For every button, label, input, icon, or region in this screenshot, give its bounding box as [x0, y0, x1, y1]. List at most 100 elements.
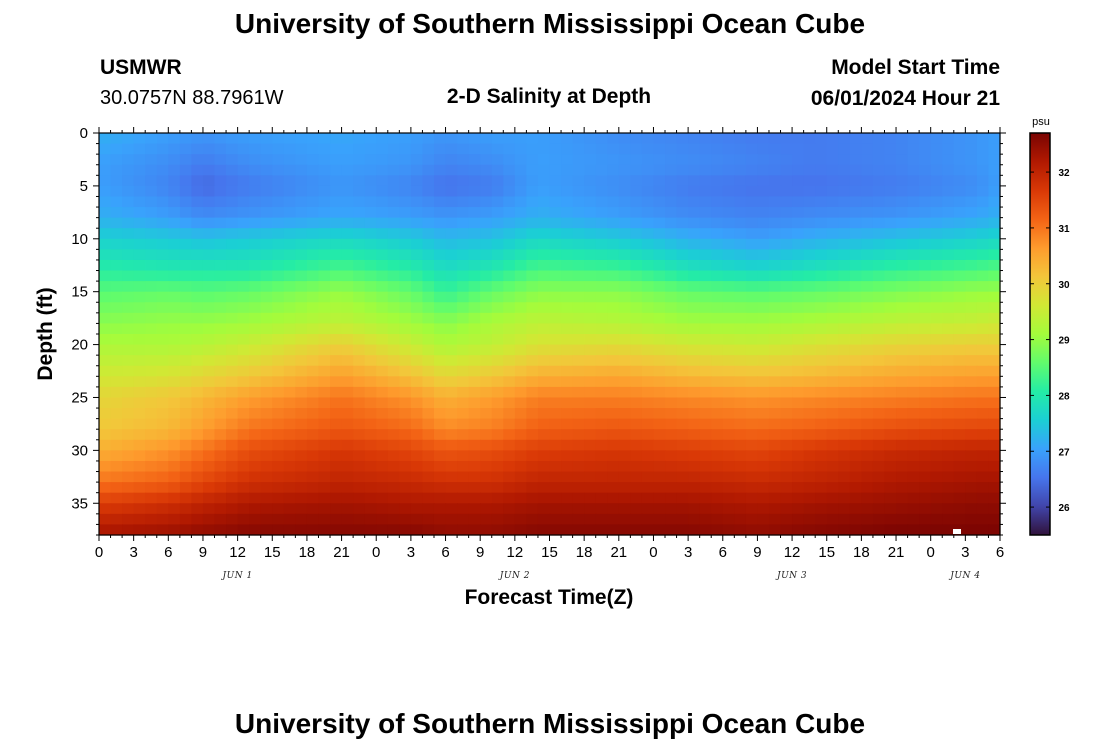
heatmap-cell [410, 312, 424, 325]
heatmap-cell [353, 249, 366, 261]
heatmap-cell [688, 418, 701, 430]
heatmap-cell [976, 270, 990, 282]
heatmap-cell [457, 217, 470, 229]
heatmap-cell [341, 482, 354, 494]
heatmap-cell [930, 196, 943, 208]
heatmap-cell [249, 238, 262, 250]
heatmap-cell [745, 513, 759, 526]
heatmap-cell [433, 513, 447, 526]
heatmap-cell [376, 503, 389, 515]
heatmap-cell [872, 397, 886, 409]
heatmap-cell [341, 302, 354, 314]
heatmap-cell [618, 503, 631, 515]
heatmap-cell [514, 460, 527, 473]
heatmap-cell [168, 482, 181, 494]
heatmap-cell [861, 238, 874, 250]
heatmap-cell [260, 386, 273, 399]
heatmap-cell [607, 524, 620, 536]
heatmap-cell [260, 207, 273, 219]
heatmap-cell [156, 408, 169, 420]
heatmap-cell [919, 344, 932, 356]
heatmap-cell [133, 429, 146, 441]
heatmap-cell [780, 365, 793, 377]
heatmap-cell [722, 185, 735, 198]
heatmap-cell [699, 524, 712, 536]
heatmap-cell [965, 270, 978, 282]
heatmap-cell [445, 439, 458, 451]
heatmap-cell [676, 386, 689, 399]
heatmap-cell [561, 143, 574, 155]
heatmap-cell [988, 249, 1001, 261]
heatmap-cell [549, 471, 562, 483]
heatmap-cell [214, 492, 227, 504]
heatmap-cell [653, 397, 666, 409]
heatmap-cell [607, 133, 620, 145]
x-tick-label: 3 [684, 544, 692, 561]
heatmap-cell [907, 355, 920, 367]
heatmap-cell [711, 217, 724, 229]
heatmap-cell [907, 429, 920, 441]
heatmap-cell [988, 450, 1001, 462]
heatmap-cell [815, 503, 828, 515]
heatmap-cell [191, 355, 204, 367]
heatmap-cell [618, 344, 631, 356]
heatmap-cell [514, 429, 527, 441]
heatmap-cell [122, 196, 135, 208]
heatmap-cell [838, 238, 851, 250]
heatmap-cell [942, 228, 955, 240]
heatmap-cell [422, 482, 435, 494]
heatmap-cell [237, 323, 250, 335]
heatmap-cell [919, 312, 932, 325]
heatmap-cell [330, 259, 343, 272]
heatmap-cell [202, 460, 216, 473]
heatmap-cell [953, 164, 966, 176]
heatmap-cell [653, 450, 666, 462]
heatmap-cell [734, 143, 747, 155]
heatmap-cell [653, 408, 666, 420]
heatmap-cell [745, 492, 759, 504]
heatmap-cell [260, 355, 273, 367]
heatmap-cell [330, 249, 343, 261]
heatmap-cell [780, 259, 793, 272]
heatmap-cell [364, 207, 377, 219]
heatmap-cell [584, 207, 597, 219]
heatmap-cell [711, 334, 724, 346]
heatmap-cell [561, 397, 574, 409]
heatmap-cell [330, 460, 343, 473]
heatmap-cell [549, 513, 562, 526]
heatmap-cell [688, 291, 701, 303]
heatmap-cell [122, 334, 135, 346]
heatmap-cell [318, 302, 331, 314]
heatmap-cell [237, 302, 250, 314]
heatmap-cell [884, 323, 897, 335]
heatmap-cell [341, 376, 354, 388]
heatmap-cell [353, 238, 366, 250]
heatmap-cell [399, 439, 412, 451]
heatmap-cell [237, 524, 250, 536]
heatmap-cell [364, 386, 377, 399]
heatmap-cell [665, 376, 678, 388]
heatmap-cell [803, 429, 816, 441]
heatmap-cell [688, 513, 701, 526]
heatmap-cell [537, 238, 551, 250]
heatmap-cell [572, 334, 585, 346]
heatmap-cell [387, 323, 400, 335]
heatmap-cell [965, 524, 978, 536]
heatmap-cell [965, 471, 978, 483]
heatmap-cell [260, 281, 273, 293]
heatmap-cell [376, 524, 389, 536]
heatmap-cell [780, 291, 793, 303]
x-tick-label: 18 [853, 544, 870, 561]
heatmap-cell [133, 291, 146, 303]
heatmap-cell [838, 503, 851, 515]
heatmap-cell [330, 386, 343, 399]
heatmap-cell [445, 143, 458, 155]
heatmap-cell [179, 408, 193, 420]
heatmap-cell [399, 291, 412, 303]
heatmap-cell [549, 365, 562, 377]
heatmap-cell [676, 302, 689, 314]
heatmap-cell [838, 228, 851, 240]
heatmap-cell [445, 355, 458, 367]
heatmap-cell [410, 143, 424, 155]
heatmap-cell [745, 238, 759, 250]
